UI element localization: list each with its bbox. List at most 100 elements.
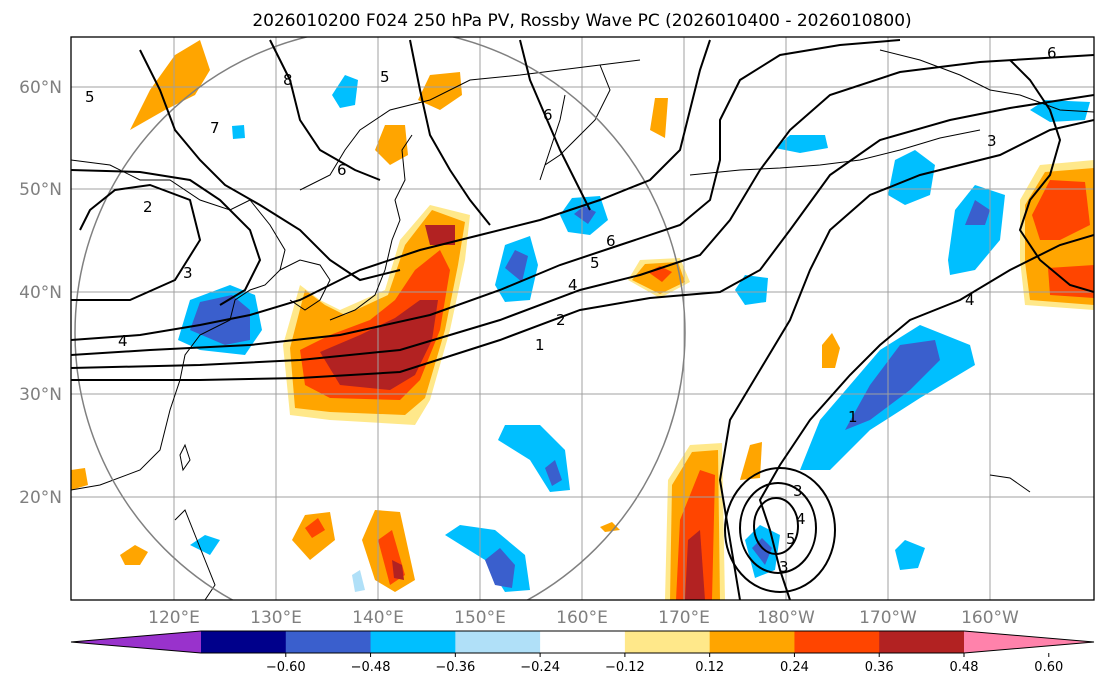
contour-label: 4: [118, 332, 128, 350]
colorbar-extend-high: [964, 631, 1094, 653]
pv-positive-s6: [822, 333, 840, 368]
lon-tick-label: 170°W: [859, 608, 917, 628]
pv-negative-s3-mid: [752, 538, 772, 565]
pv-positive-south2: [740, 442, 762, 480]
colorbar-extend-low: [71, 631, 201, 653]
colorbar-swatch: [709, 631, 795, 653]
colorbar-swatch: [624, 631, 711, 653]
contour-b: [71, 54, 1094, 369]
pv-negative-e2: [948, 185, 1005, 275]
pv-positive-nw: [130, 40, 210, 130]
longitude-labels: 120°E 130°E 140°E 150°E 160°E 170°E 180°W 170°W…: [148, 608, 1019, 628]
pv-negative-small1: [232, 125, 245, 139]
contour-label: 4: [568, 276, 578, 294]
coastlines: [71, 49, 1094, 600]
pv-negative-e6: [735, 275, 768, 305]
colorbar-tick-label: −0.48: [351, 660, 391, 675]
pv-positive-s2-dark: [392, 560, 404, 580]
contour-label: 5: [380, 68, 390, 86]
pv-negative-c3: [332, 75, 358, 108]
coast-asia-mainland: [71, 159, 286, 491]
colorbar: −0.60 −0.48 −0.36 −0.24 −0.12 0.12 0.24 0.36 0.4…: [70, 630, 1095, 675]
lon-tick-label: 170°E: [658, 608, 710, 628]
pv-positive-north2: [375, 125, 408, 165]
contour-e: [71, 183, 202, 301]
map-panel: 2 3 4 5 6 7 8 1 2 4 5 6 5 6 3 1 4 3 3 4: [70, 36, 1095, 601]
contour-a: [71, 94, 1094, 381]
contour-label: 6: [543, 106, 553, 124]
pv-positive-japan-dark: [320, 300, 438, 390]
pv-negative-s2-mid: [485, 548, 515, 588]
colorbar-tick-label: 0.48: [950, 660, 979, 675]
map-frame: [70, 36, 1095, 601]
colorbar-swatch: [370, 631, 456, 653]
contour-low-center-outer: [724, 467, 836, 593]
pv-negative-s4: [895, 540, 925, 570]
pv-positive-s1-red: [305, 518, 325, 538]
pv-negative-east-band-mid: [845, 340, 940, 430]
pv-positive-japan-dark-north: [425, 225, 455, 245]
contour-label: 1: [848, 408, 858, 426]
pv-positive-east-red2: [1048, 265, 1094, 298]
contour-c: [71, 39, 901, 356]
contour-label: 5: [85, 88, 95, 106]
lat-tick-label: 60°N: [19, 78, 62, 98]
contour-label: 2: [143, 198, 153, 216]
pc-contours: [71, 39, 1094, 600]
coast-taiwan: [179, 443, 191, 472]
pv-negative-e5: [1030, 100, 1090, 122]
contour-label: 8: [283, 71, 293, 89]
colorbar-tick-label: 0.60: [1034, 660, 1063, 675]
colorbar-tick-label: −0.36: [435, 660, 475, 675]
pv-negative-c2-mid: [574, 206, 596, 224]
coast-korea: [279, 259, 331, 311]
contour-low-center-inner: [753, 497, 799, 555]
contour-label: 3: [793, 482, 803, 500]
coast-japan: [329, 134, 413, 321]
contour-label: 4: [965, 291, 975, 309]
colorbar-tick-label: 0.36: [865, 660, 894, 675]
colorbar-swatch: [201, 631, 287, 653]
colorbar-swatch: [455, 631, 541, 653]
lon-tick-label: 130°E: [250, 608, 302, 628]
pv-positive-east-red: [1032, 180, 1090, 240]
latitude-labels: 20°N 30°N 40°N 50°N 60°N: [19, 78, 62, 508]
pv-negative-e4: [775, 135, 828, 153]
contour-i: [409, 39, 491, 226]
contour-label: 3: [183, 264, 193, 282]
colorbar-swatch: [540, 631, 626, 653]
contour-label: 6: [606, 232, 616, 250]
contour-label: 5: [786, 530, 796, 548]
contour-label: 2: [556, 311, 566, 329]
colorbar-swatch: [794, 631, 880, 653]
contour-k: [758, 234, 1094, 600]
colorbar-tick-label: −0.12: [605, 660, 645, 675]
pv-positive-south-dark: [685, 530, 705, 600]
colorbar-swatch: [879, 631, 965, 653]
contour-f: [71, 169, 262, 306]
contour-label: 6: [1047, 44, 1057, 62]
lat-tick-label: 30°N: [19, 385, 62, 405]
colorbar-swatch: [285, 631, 372, 653]
coast-aleutians: [689, 129, 981, 176]
colorbar-tick-label: 0.12: [695, 660, 724, 675]
coast-kamchatka: [539, 64, 611, 181]
lon-tick-label: 160°W: [961, 608, 1019, 628]
pv-negative-s1-mid: [545, 460, 562, 486]
reference-circle: [74, 37, 686, 600]
contour-label: 5: [590, 254, 600, 272]
coast-hawaii: [989, 474, 1031, 493]
coast-philippines: [174, 509, 216, 600]
colorbar-tick-label: 0.24: [780, 660, 809, 675]
pv-positive-s5: [71, 468, 88, 490]
contour-label: 6: [337, 161, 347, 179]
lat-tick-label: 50°N: [19, 180, 62, 200]
contour-j: [519, 39, 591, 211]
colorbar-tick-label: −0.60: [266, 660, 306, 675]
pv-positive-n3: [650, 98, 668, 138]
contour-m: [1009, 59, 1094, 293]
pv-negative-c1-mid: [505, 250, 528, 282]
contour-label-group: 2 3 4 5 6 7 8 1 2 4 5 6 5 6 3 1 4 3 3 4: [85, 44, 1057, 576]
contour-d: [71, 39, 711, 341]
